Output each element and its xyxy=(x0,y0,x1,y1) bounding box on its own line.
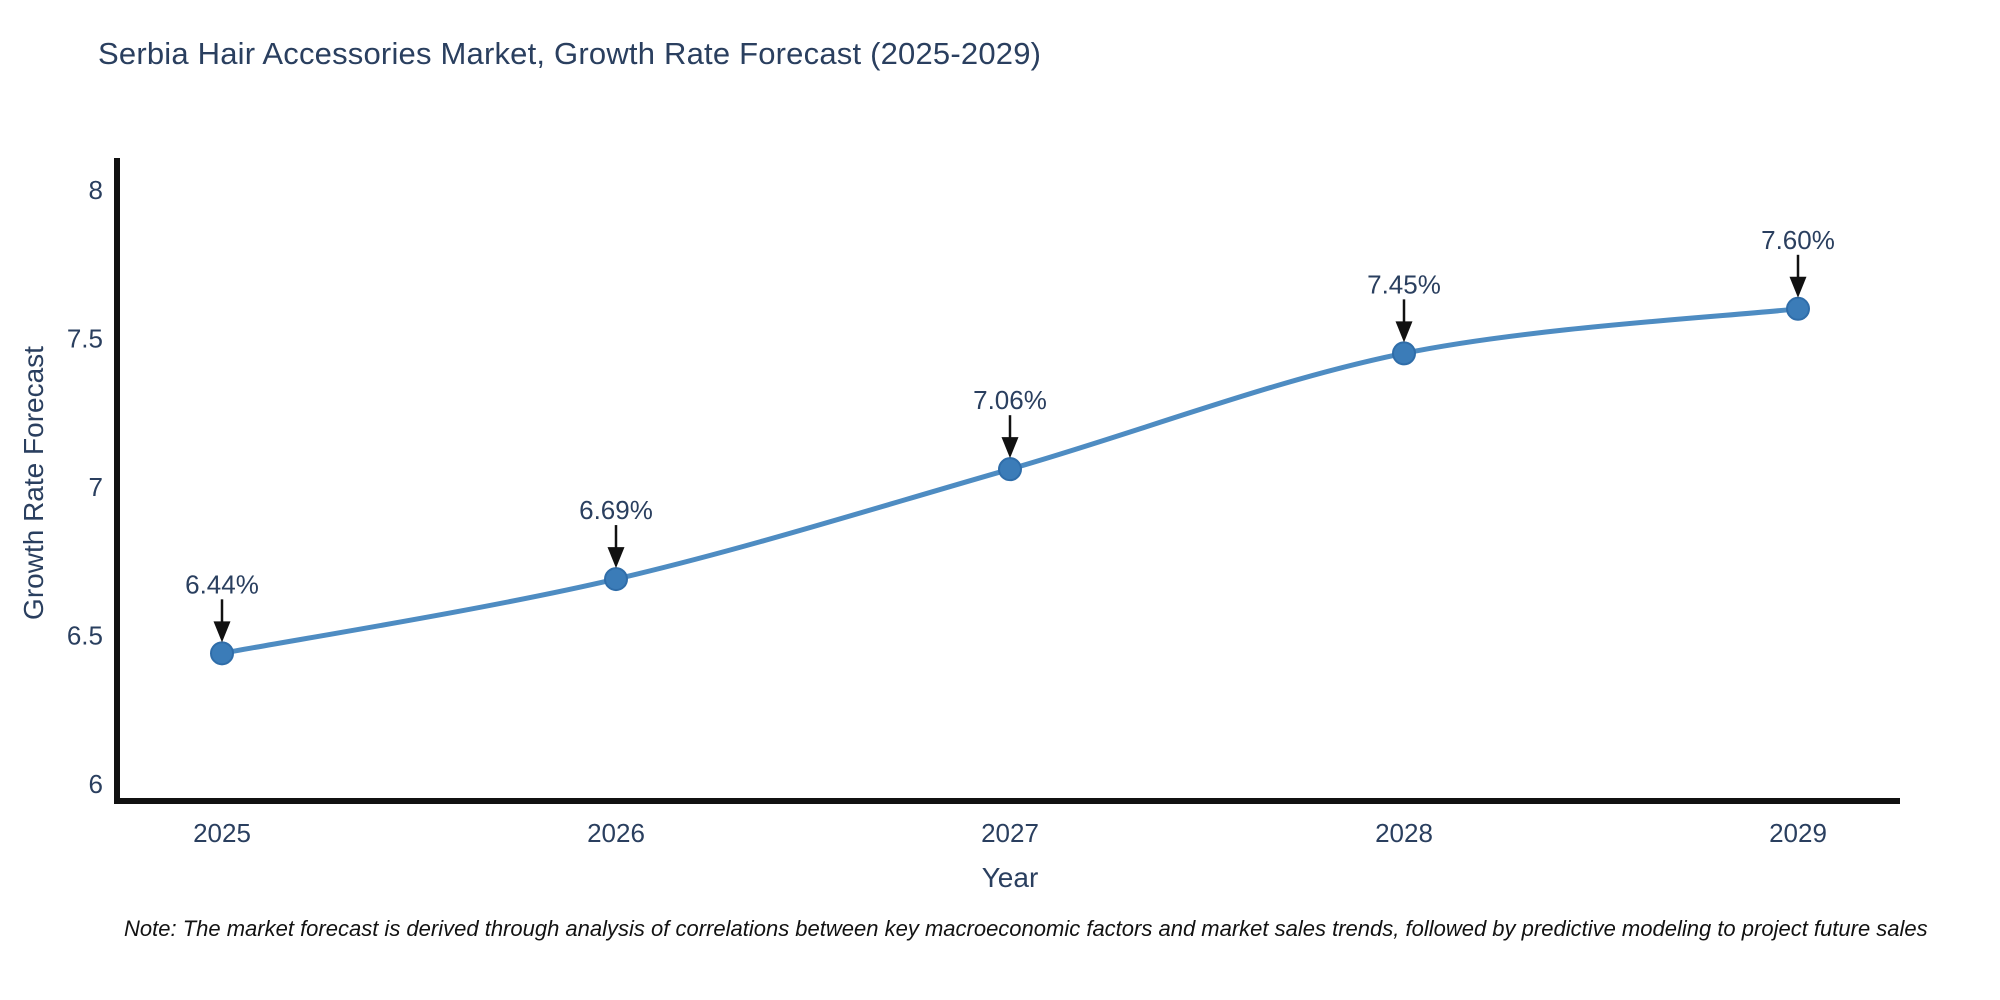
footnote: Note: The market forecast is derived thr… xyxy=(124,916,1928,941)
y-tick-label: 7.5 xyxy=(67,324,103,354)
x-tick-label: 2025 xyxy=(193,818,251,848)
x-tick-label: 2028 xyxy=(1375,818,1433,848)
data-point-marker xyxy=(1786,296,1810,321)
annotation-arrowhead-icon xyxy=(213,621,231,643)
annotation-arrowhead-icon xyxy=(607,547,625,569)
data-point-marker xyxy=(210,641,234,666)
y-axis-title: Growth Rate Forecast xyxy=(18,346,49,620)
annotation-arrowhead-icon xyxy=(1395,321,1413,343)
y-tick-label: 8 xyxy=(89,175,103,205)
data-point-marker xyxy=(604,567,628,592)
annotation-arrowhead-icon xyxy=(1001,437,1019,459)
point-value-label: 6.69% xyxy=(579,495,653,525)
point-value-label: 6.44% xyxy=(185,569,259,599)
chart-title: Serbia Hair Accessories Market, Growth R… xyxy=(98,36,1042,71)
x-tick-label: 2026 xyxy=(587,818,645,848)
y-tick-label: 6.5 xyxy=(67,621,103,651)
y-tick-label: 6 xyxy=(89,769,103,799)
point-value-label: 7.60% xyxy=(1761,225,1835,255)
data-point-marker xyxy=(1392,341,1416,366)
y-tick-label: 7 xyxy=(89,472,103,502)
point-value-label: 7.45% xyxy=(1367,269,1441,299)
x-axis-title: Year xyxy=(981,862,1039,893)
y-axis-spine xyxy=(114,158,120,804)
x-tick-label: 2027 xyxy=(981,818,1039,848)
data-point-marker xyxy=(998,457,1022,482)
x-tick-label: 2029 xyxy=(1769,818,1827,848)
annotation-arrowhead-icon xyxy=(1789,276,1807,298)
point-value-label: 7.06% xyxy=(973,385,1047,415)
x-axis-spine xyxy=(114,798,1900,804)
